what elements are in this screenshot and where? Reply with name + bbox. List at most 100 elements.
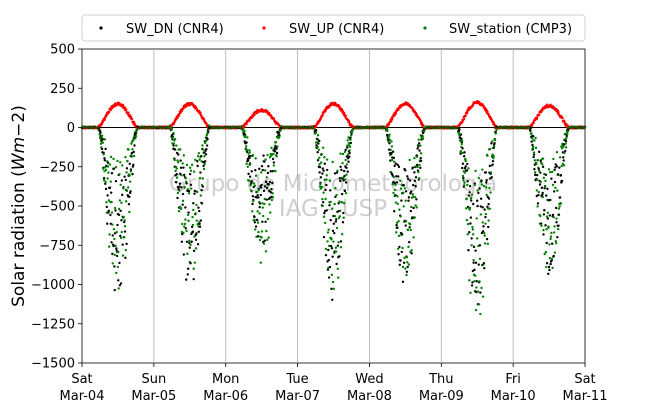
axes: −1500 −1250 −1000 −750 −500 −250 0 250 500 Sat Mar… bbox=[31, 43, 607, 405]
point-sw-up bbox=[486, 110, 489, 113]
point-sw-dn bbox=[562, 159, 565, 162]
point-sw-up bbox=[199, 111, 202, 115]
point-sw-station bbox=[201, 148, 205, 151]
point-sw-dn bbox=[127, 202, 131, 206]
point-sw-dn bbox=[180, 240, 184, 243]
point-sw-station bbox=[115, 230, 118, 234]
point-sw-station bbox=[483, 242, 487, 245]
point-sw-station bbox=[410, 249, 413, 252]
point-sw-station bbox=[398, 208, 401, 211]
point-sw-dn bbox=[348, 151, 351, 155]
point-sw-station bbox=[265, 229, 268, 233]
point-sw-station bbox=[191, 223, 195, 227]
point-sw-station bbox=[260, 171, 263, 174]
point-sw-dn bbox=[398, 263, 401, 266]
point-sw-station bbox=[344, 158, 347, 162]
point-sw-dn bbox=[193, 192, 196, 195]
x-tick-label-day: Wed bbox=[355, 372, 383, 387]
point-sw-station bbox=[101, 141, 105, 144]
point-sw-station bbox=[567, 126, 570, 129]
point-sw-dn bbox=[119, 234, 122, 238]
point-sw-dn bbox=[273, 150, 277, 153]
point-sw-dn bbox=[196, 160, 199, 163]
point-sw-dn bbox=[104, 187, 108, 191]
point-sw-station bbox=[491, 140, 494, 143]
point-sw-station bbox=[336, 267, 340, 270]
point-sw-dn bbox=[327, 248, 330, 252]
point-sw-station bbox=[266, 217, 270, 221]
point-sw-station bbox=[470, 196, 473, 199]
point-sw-dn bbox=[121, 243, 124, 246]
point-sw-station bbox=[314, 131, 317, 135]
point-sw-dn bbox=[125, 167, 129, 170]
point-sw-dn bbox=[393, 210, 396, 213]
point-sw-dn bbox=[533, 168, 536, 171]
legend: SW_DN (CNR4) SW_UP (CNR4) SW_station (CM… bbox=[81, 14, 586, 42]
point-sw-station bbox=[550, 231, 553, 235]
point-sw-dn bbox=[111, 252, 114, 256]
point-sw-station bbox=[274, 141, 278, 144]
point-sw-station bbox=[342, 202, 346, 205]
point-sw-dn bbox=[246, 159, 250, 162]
point-sw-station bbox=[242, 128, 245, 131]
point-sw-dn bbox=[415, 198, 418, 201]
point-sw-station bbox=[183, 185, 186, 189]
point-sw-station bbox=[118, 199, 122, 202]
point-sw-station bbox=[468, 279, 471, 282]
point-sw-dn bbox=[258, 202, 262, 205]
point-sw-dn bbox=[463, 151, 466, 154]
point-sw-dn bbox=[555, 165, 559, 168]
point-sw-up bbox=[243, 125, 246, 129]
point-sw-station bbox=[109, 155, 113, 159]
point-sw-station bbox=[324, 247, 328, 251]
point-sw-dn bbox=[461, 147, 464, 150]
point-sw-station bbox=[256, 221, 260, 224]
point-sw-station bbox=[184, 218, 187, 221]
point-sw-dn bbox=[485, 179, 488, 182]
point-sw-station bbox=[495, 128, 498, 132]
point-sw-station bbox=[471, 228, 475, 231]
point-sw-station bbox=[326, 231, 330, 234]
point-sw-dn bbox=[268, 180, 272, 184]
point-sw-dn bbox=[102, 177, 106, 180]
point-sw-dn bbox=[464, 165, 467, 168]
point-sw-dn bbox=[558, 196, 562, 199]
point-sw-station bbox=[184, 177, 187, 180]
point-sw-dn bbox=[341, 221, 345, 224]
point-sw-station bbox=[483, 234, 486, 237]
point-sw-station bbox=[553, 251, 557, 254]
point-sw-station bbox=[244, 145, 248, 148]
point-sw-station bbox=[413, 156, 416, 160]
point-sw-up bbox=[391, 117, 394, 121]
point-sw-station bbox=[470, 244, 473, 247]
point-sw-dn bbox=[410, 252, 413, 255]
point-sw-station bbox=[405, 256, 409, 259]
point-sw-station bbox=[123, 224, 127, 228]
point-sw-station bbox=[475, 217, 478, 220]
point-sw-dn bbox=[559, 174, 563, 177]
point-sw-up bbox=[253, 113, 256, 117]
point-sw-dn bbox=[250, 170, 253, 173]
y-tick-label: −1250 bbox=[31, 317, 75, 332]
point-sw-dn bbox=[419, 156, 422, 160]
point-sw-dn bbox=[260, 164, 264, 168]
point-sw-station bbox=[396, 202, 400, 206]
point-sw-station bbox=[460, 139, 464, 143]
point-sw-station bbox=[460, 142, 463, 146]
point-sw-station bbox=[489, 147, 492, 151]
point-sw-dn bbox=[199, 171, 202, 174]
point-sw-station bbox=[325, 158, 329, 161]
point-sw-station bbox=[415, 206, 418, 209]
point-sw-dn bbox=[247, 172, 250, 176]
point-sw-dn bbox=[175, 173, 178, 176]
point-sw-station bbox=[113, 206, 117, 210]
x-tick-label-day: Sat bbox=[71, 372, 92, 387]
point-sw-dn bbox=[475, 280, 478, 283]
point-sw-dn bbox=[177, 153, 180, 156]
point-sw-station bbox=[541, 163, 544, 166]
point-sw-up bbox=[460, 121, 464, 124]
point-sw-station bbox=[483, 231, 486, 235]
legend-marker-sw-station bbox=[423, 26, 427, 30]
point-sw-dn bbox=[466, 162, 469, 166]
point-sw-dn bbox=[192, 277, 195, 281]
